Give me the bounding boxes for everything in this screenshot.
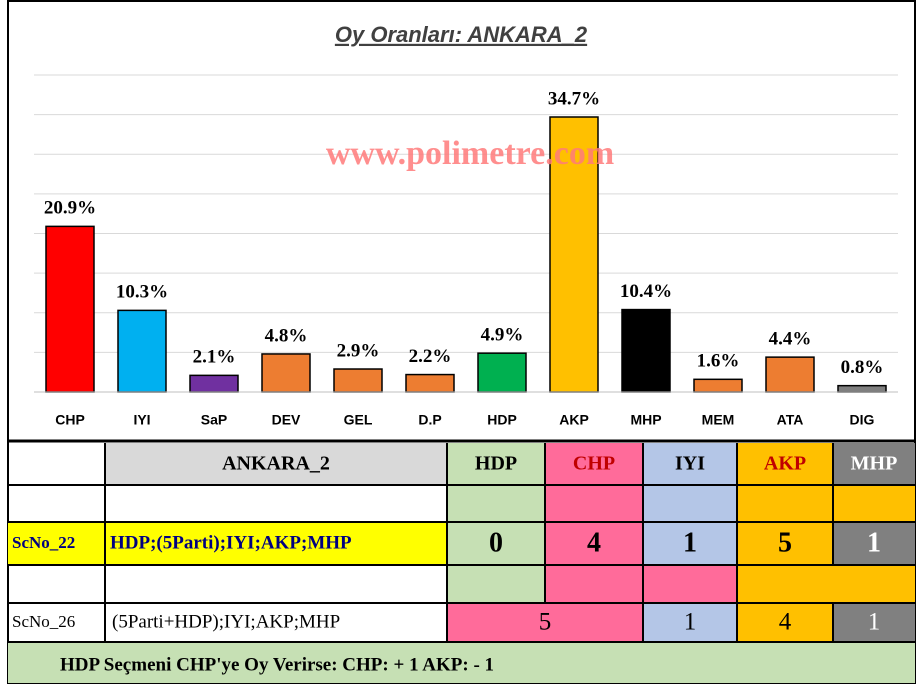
x-tick-label: GEL [344, 412, 373, 428]
x-tick-label: DIG [850, 412, 875, 428]
x-tick-label: MHP [630, 412, 661, 428]
table: ANKARA_2 HDP CHP IYI AKP MHP ScNo_22 HDP… [8, 443, 915, 683]
table-header: ANKARA_2 [222, 453, 330, 475]
cell [545, 485, 643, 522]
cell [643, 603, 737, 642]
x-tick-label: HDP [487, 412, 517, 428]
bar [117, 309, 167, 393]
seat-count: 5 [539, 609, 552, 636]
x-tick-label: IYI [133, 412, 150, 428]
x-tick-label: DEV [272, 412, 301, 428]
seat-count: 1 [684, 609, 697, 636]
table-borders [8, 443, 915, 643]
data-label: 4.4% [769, 328, 812, 349]
cell [8, 522, 105, 565]
cell [545, 522, 643, 565]
chart: Oy Oranları: ANKARA_2 CHP 20.9% IYI 10.3% Sa… [34, 22, 898, 428]
data-label: 4.9% [481, 325, 524, 346]
seat-count: 4 [779, 609, 792, 636]
x-tick-label: CHP [55, 412, 85, 428]
cell [737, 485, 915, 522]
cell [833, 603, 915, 642]
cell [737, 443, 833, 485]
bar [765, 356, 815, 393]
chart-title: Oy Oranları: ANKARA_2 [335, 22, 588, 47]
bar [693, 378, 743, 393]
cell [833, 443, 915, 485]
x-tick-label: ATA [777, 412, 804, 428]
cell [105, 443, 447, 485]
cell [833, 522, 915, 565]
seat-count: 1 [683, 527, 697, 558]
cell [737, 565, 915, 603]
data-label: 2.1% [193, 347, 236, 368]
cell [643, 443, 737, 485]
bar [45, 225, 95, 393]
seat-count: 1 [867, 527, 881, 558]
row-label: HDP;(5Parti);IYI;AKP;MHP [110, 532, 352, 553]
cell [447, 485, 545, 522]
data-label: 2.9% [337, 340, 380, 361]
cell [643, 522, 737, 565]
data-label: 4.8% [265, 325, 308, 346]
seat-count: 4 [587, 527, 601, 558]
data-label: 10.3% [116, 282, 168, 303]
data-label: 34.7% [548, 88, 600, 109]
cell [643, 485, 737, 522]
bar [261, 353, 311, 393]
seat-count: 0 [489, 527, 503, 558]
x-tick-label: SaP [201, 412, 227, 428]
cell [105, 522, 447, 565]
bar [477, 352, 527, 393]
cell [447, 565, 545, 603]
bar [621, 308, 671, 393]
cell [447, 603, 643, 642]
bar [189, 374, 239, 393]
x-tick-label: MEM [702, 412, 735, 428]
row-label: (5Parti+HDP);IYI;AKP;MHP [112, 611, 340, 632]
watermark: www.polimetre.com [326, 135, 614, 172]
cell [447, 522, 545, 565]
cell [737, 603, 833, 642]
cell [545, 443, 643, 485]
table-header: IYI [675, 453, 705, 475]
data-label: 1.6% [697, 351, 740, 372]
row-id: ScNo_22 [12, 533, 75, 552]
bar [405, 373, 455, 393]
footer-note: HDP Seçmeni CHP'ye Oy Verirse: CHP: + 1 … [60, 654, 494, 675]
table-header: CHP [573, 453, 615, 475]
cell [447, 443, 545, 485]
data-label: 10.4% [620, 281, 672, 302]
seat-count: 1 [868, 609, 881, 636]
table-header: MHP [851, 453, 898, 475]
x-tick-label: AKP [559, 412, 589, 428]
table-header: AKP [764, 453, 806, 475]
cell [545, 565, 737, 603]
bar [837, 384, 887, 393]
cell [737, 522, 833, 565]
row-id: ScNo_26 [12, 612, 75, 631]
x-tick-label: D.P [418, 412, 441, 428]
seat-count: 5 [778, 527, 792, 558]
data-label: 20.9% [44, 198, 96, 219]
table-header: HDP [475, 453, 517, 475]
data-label: 0.8% [841, 357, 884, 378]
data-label: 2.2% [409, 346, 452, 367]
cell [8, 642, 915, 683]
bar [333, 368, 383, 393]
